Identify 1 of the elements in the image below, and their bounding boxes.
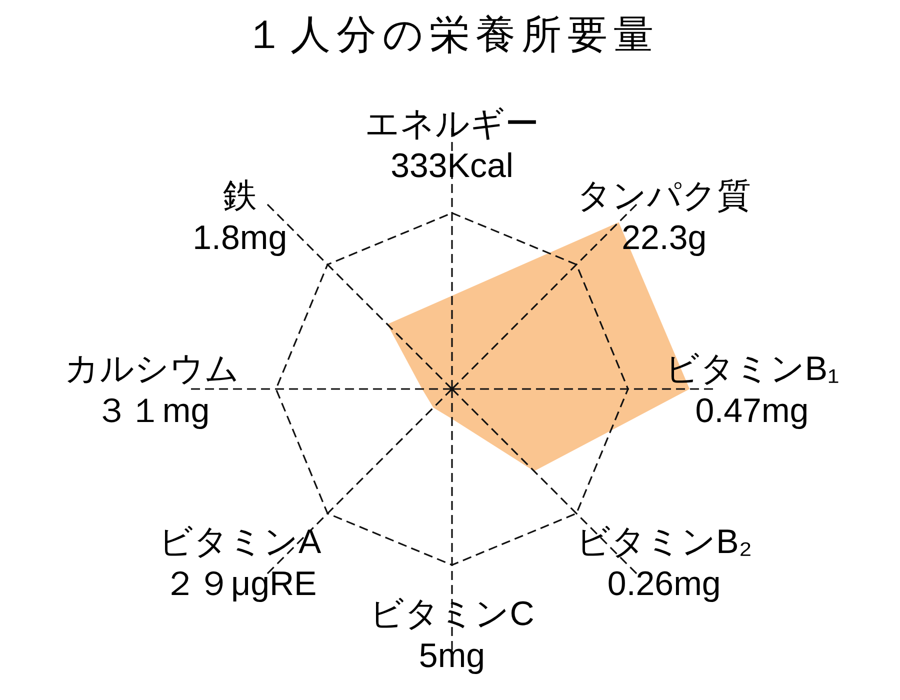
title: １人分の栄養所要量: [244, 13, 660, 57]
